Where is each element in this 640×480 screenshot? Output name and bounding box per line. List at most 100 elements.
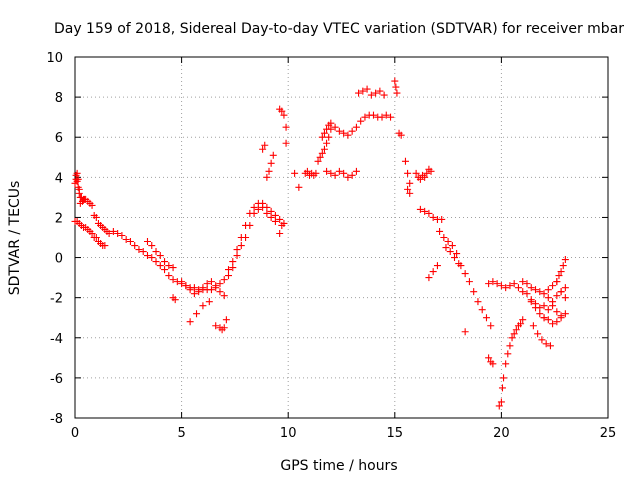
- data-point: [497, 398, 505, 406]
- x-tick-label: 0: [71, 426, 79, 441]
- data-point: [318, 133, 326, 141]
- data-point: [527, 298, 535, 306]
- data-point: [367, 91, 375, 99]
- x-tick-label: 20: [493, 426, 510, 441]
- data-point: [512, 326, 520, 334]
- data-point: [229, 264, 237, 272]
- data-point: [527, 284, 535, 292]
- data-point: [267, 159, 275, 167]
- data-point: [186, 318, 194, 326]
- data-point: [470, 288, 478, 296]
- data-point: [207, 286, 215, 294]
- data-point: [425, 274, 433, 282]
- data-point: [327, 119, 335, 127]
- data-point: [267, 213, 275, 221]
- data-point: [335, 127, 343, 135]
- data-point: [498, 384, 506, 392]
- data-point: [446, 248, 454, 256]
- data-point: [331, 123, 339, 131]
- data-point: [519, 316, 527, 324]
- data-point: [421, 173, 429, 181]
- data-point: [455, 260, 463, 268]
- data-point: [250, 209, 258, 217]
- data-point: [461, 328, 469, 336]
- data-point: [378, 113, 386, 121]
- data-point: [73, 169, 81, 177]
- data-point: [448, 242, 456, 250]
- y-tick-label: 10: [46, 51, 63, 66]
- data-point: [216, 288, 224, 296]
- data-point: [278, 221, 286, 229]
- data-point: [126, 238, 134, 246]
- data-point: [327, 169, 335, 177]
- data-point: [182, 282, 190, 290]
- data-point: [361, 113, 369, 121]
- y-axis-title: SDTVAR / TECUs: [7, 181, 23, 296]
- data-point: [559, 262, 567, 270]
- y-tick-label: 6: [55, 131, 63, 146]
- data-point: [369, 111, 377, 119]
- data-point: [440, 234, 448, 241]
- data-point: [203, 280, 211, 288]
- data-series-sdtvar: [71, 77, 569, 410]
- y-tick-label: 4: [55, 171, 63, 186]
- data-point: [416, 205, 424, 213]
- data-point: [561, 256, 569, 264]
- data-point: [220, 292, 228, 300]
- data-point: [549, 282, 557, 290]
- data-point: [340, 129, 348, 137]
- data-point: [282, 123, 290, 131]
- data-point: [161, 258, 169, 266]
- data-point: [397, 131, 405, 139]
- data-point: [502, 284, 510, 292]
- x-tick-label: 10: [280, 426, 297, 441]
- data-point: [114, 229, 122, 237]
- data-point: [544, 294, 552, 302]
- data-point: [489, 278, 497, 286]
- data-point: [401, 157, 409, 165]
- data-point: [250, 203, 258, 211]
- data-point: [139, 248, 147, 256]
- data-point: [105, 229, 113, 237]
- data-point: [453, 250, 461, 258]
- data-point: [348, 171, 356, 179]
- data-point: [482, 314, 490, 322]
- data-point: [131, 242, 139, 250]
- data-point: [199, 302, 207, 310]
- data-point: [303, 167, 311, 175]
- data-point: [156, 262, 164, 270]
- data-point: [532, 304, 540, 312]
- data-point: [295, 183, 303, 191]
- data-point: [171, 296, 179, 304]
- data-point: [205, 298, 213, 306]
- data-point: [495, 402, 503, 410]
- data-point: [540, 290, 548, 298]
- data-point: [382, 111, 390, 119]
- y-tick-label: 2: [55, 211, 63, 226]
- data-point: [143, 238, 151, 246]
- data-point: [246, 221, 254, 229]
- data-point: [169, 264, 177, 272]
- data-point: [220, 276, 228, 284]
- data-point: [278, 107, 286, 115]
- data-point: [325, 133, 333, 141]
- data-point: [557, 312, 565, 320]
- data-point: [261, 141, 269, 149]
- data-point: [489, 360, 497, 368]
- data-point: [544, 306, 552, 314]
- data-point: [271, 211, 279, 219]
- data-point: [323, 139, 331, 147]
- data-point: [561, 310, 569, 318]
- data-point: [406, 179, 414, 187]
- data-point: [406, 189, 414, 197]
- data-point: [156, 252, 164, 260]
- data-point: [387, 113, 395, 121]
- data-point: [340, 169, 348, 177]
- data-point: [320, 145, 328, 153]
- data-point: [271, 217, 279, 225]
- data-point: [193, 310, 201, 318]
- data-point: [517, 320, 525, 328]
- data-point: [557, 268, 565, 276]
- data-point: [544, 286, 552, 294]
- data-point: [222, 316, 230, 324]
